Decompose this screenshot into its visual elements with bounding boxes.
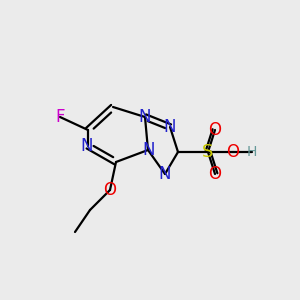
Text: F: F	[55, 108, 65, 126]
Text: N: N	[139, 108, 151, 126]
Text: H: H	[247, 145, 257, 159]
Text: N: N	[164, 118, 176, 136]
Text: O: O	[226, 143, 239, 161]
Text: S: S	[202, 143, 214, 161]
Text: N: N	[143, 141, 155, 159]
Text: O: O	[208, 165, 221, 183]
Text: O: O	[103, 181, 116, 199]
Text: N: N	[159, 165, 171, 183]
Text: N: N	[81, 137, 93, 155]
Text: O: O	[208, 121, 221, 139]
